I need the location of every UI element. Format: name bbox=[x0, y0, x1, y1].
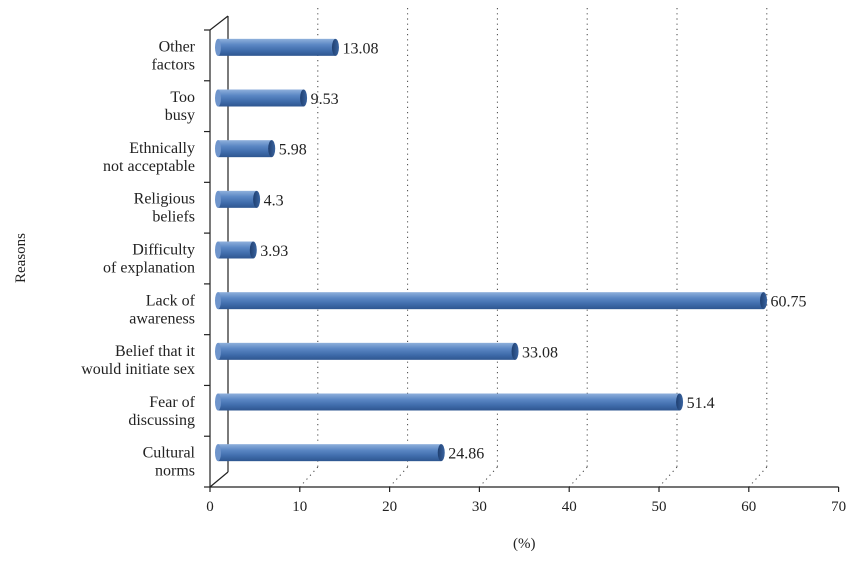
category-label: Fear of discussing bbox=[128, 394, 195, 429]
bar bbox=[215, 140, 276, 158]
data-label: 33.08 bbox=[522, 344, 558, 361]
category-label-line: Lack of bbox=[146, 292, 196, 309]
x-tick-label: 0 bbox=[206, 499, 214, 515]
gridline-depth bbox=[479, 466, 498, 488]
bar-base-cap bbox=[215, 241, 221, 259]
bar-body bbox=[218, 444, 442, 462]
bar bbox=[215, 89, 308, 107]
y-axis-title: Reasons bbox=[13, 233, 29, 283]
bar-body bbox=[218, 89, 304, 107]
x-tick-label: 50 bbox=[652, 499, 667, 515]
data-label: 5.98 bbox=[279, 142, 307, 159]
category-label-line: beliefs bbox=[152, 209, 195, 226]
data-label: 13.08 bbox=[342, 40, 378, 57]
bar-base-cap bbox=[215, 444, 221, 462]
data-label: 24.86 bbox=[448, 446, 484, 463]
bar-body bbox=[218, 140, 272, 158]
bar bbox=[215, 241, 257, 259]
category-label-line: Belief that it bbox=[115, 343, 196, 360]
bar-end-cap bbox=[249, 241, 257, 259]
bar-body bbox=[218, 190, 257, 208]
axes bbox=[204, 15, 840, 492]
bar-end-cap bbox=[676, 393, 684, 411]
bar-body bbox=[218, 292, 764, 310]
bar-body bbox=[218, 342, 516, 360]
bar-end-cap bbox=[268, 140, 276, 158]
data-label: 3.93 bbox=[260, 243, 288, 260]
category-label: Belief that it would initiate sex bbox=[81, 343, 195, 378]
category-label-line: would initiate sex bbox=[81, 361, 195, 378]
x-tick-label: 10 bbox=[292, 499, 307, 515]
bar-end-cap bbox=[437, 444, 445, 462]
bar-base-cap bbox=[215, 89, 221, 107]
data-label: 9.53 bbox=[311, 91, 339, 108]
category-label-line: Cultural bbox=[143, 445, 196, 462]
bar-end-cap bbox=[511, 342, 519, 360]
bar bbox=[215, 190, 261, 208]
category-label-line: Difficulty bbox=[132, 242, 195, 259]
bar bbox=[215, 38, 339, 56]
category-label-line: Ethnically bbox=[129, 140, 195, 157]
bar-end-cap bbox=[253, 190, 261, 208]
bar-base-cap bbox=[215, 140, 221, 158]
category-label: Cultural norms bbox=[143, 445, 196, 480]
bar-base-cap bbox=[215, 342, 221, 360]
category-label-line: Fear of bbox=[149, 394, 195, 411]
bar-end-cap bbox=[760, 292, 768, 310]
y-axis-depth-top bbox=[209, 15, 229, 31]
category-label: Difficulty of explanation bbox=[103, 242, 195, 277]
category-label: Religious beliefs bbox=[134, 191, 195, 226]
category-label-line: factors bbox=[151, 56, 195, 73]
bar-end-cap bbox=[331, 38, 339, 56]
x-tick-label: 30 bbox=[472, 499, 487, 515]
bar-body bbox=[218, 393, 680, 411]
bar-base-cap bbox=[215, 292, 221, 310]
category-label-line: Religious bbox=[134, 191, 195, 208]
bar-body bbox=[218, 241, 254, 259]
bar bbox=[215, 292, 768, 310]
bar-end-cap bbox=[300, 89, 308, 107]
gridline-depth bbox=[568, 466, 588, 488]
bars bbox=[215, 38, 768, 462]
gridline-depth bbox=[658, 466, 678, 488]
category-label-line: not acceptable bbox=[103, 158, 195, 175]
category-label-line: busy bbox=[165, 107, 195, 124]
bar bbox=[215, 393, 684, 411]
bar-base-cap bbox=[215, 190, 221, 208]
category-label-line: awareness bbox=[129, 310, 195, 327]
category-label: Too busy bbox=[165, 89, 195, 124]
category-label-line: Other bbox=[159, 38, 196, 55]
category-label: Ethnically not acceptable bbox=[103, 140, 195, 175]
data-label: 51.4 bbox=[687, 395, 715, 412]
gridline-depth bbox=[299, 466, 319, 488]
bar-body bbox=[218, 38, 336, 56]
category-label: Lack of awareness bbox=[129, 292, 195, 327]
category-label-line: discussing bbox=[128, 412, 195, 429]
gridlines bbox=[299, 8, 768, 488]
category-label-line: Too bbox=[170, 89, 195, 106]
x-tick-label: 20 bbox=[382, 499, 397, 515]
bar-base-cap bbox=[215, 38, 221, 56]
category-label: Other factors bbox=[151, 38, 195, 73]
x-tick-label: 40 bbox=[562, 499, 577, 515]
y-axis-depth-bottom bbox=[209, 471, 229, 488]
bar bbox=[215, 342, 519, 360]
data-label: 60.75 bbox=[771, 294, 807, 311]
category-label-line: of explanation bbox=[103, 260, 195, 277]
x-tick-label: 70 bbox=[831, 499, 846, 515]
bar bbox=[215, 444, 445, 462]
x-axis-title: (%) bbox=[513, 536, 536, 552]
gridline-depth bbox=[748, 466, 768, 488]
x-tick-label: 60 bbox=[741, 499, 756, 515]
category-label-line: norms bbox=[155, 463, 195, 480]
data-label: 4.3 bbox=[264, 192, 284, 209]
gridline-depth bbox=[389, 466, 408, 488]
bar-base-cap bbox=[215, 393, 221, 411]
